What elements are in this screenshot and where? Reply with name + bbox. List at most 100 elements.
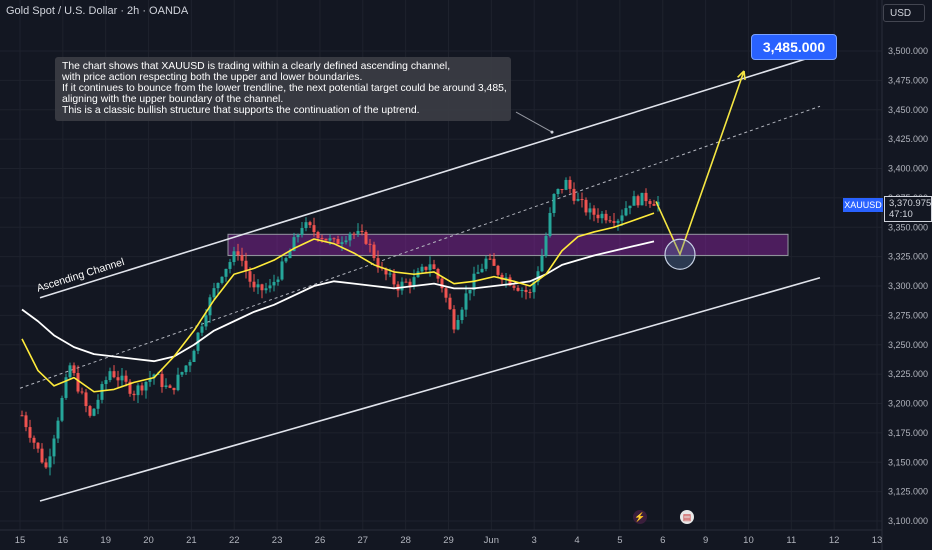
candle-body [280, 261, 284, 280]
candle-body [552, 194, 556, 213]
candle-body [116, 377, 120, 381]
candle-body [96, 399, 100, 409]
x-tick-label: 13 [872, 535, 883, 546]
time-axis: 15 16 19 20 21 22 23 26 27 28 29 Jun 3 4 5 6 9 10 11 12 13 [15, 535, 883, 546]
candle-body [488, 258, 492, 260]
candle-body [336, 238, 340, 245]
candle-body [120, 375, 124, 381]
forecast-arrow [655, 70, 746, 270]
candle-body [564, 179, 568, 190]
candle-body [536, 271, 540, 282]
candle-body [88, 406, 92, 416]
candle-body [448, 297, 452, 310]
candle-body [628, 205, 632, 209]
candle-body [548, 212, 552, 236]
pointer-dot [550, 130, 554, 134]
candle-body [328, 238, 332, 241]
candle-body [452, 309, 456, 330]
candle-body [60, 397, 64, 421]
current-price-tag: XAUUSD 3,370.975 47:10 [843, 196, 932, 222]
candle-body [48, 456, 52, 468]
y-tick-label: 3,250.000 [888, 340, 928, 350]
annotation-note[interactable]: The chart shows that XAUUSD is trading w… [55, 57, 511, 121]
candle-body [284, 258, 288, 262]
x-tick-label: 10 [743, 535, 754, 546]
candle-body [192, 350, 196, 363]
candle-body [620, 215, 624, 221]
y-tick-label: 3,450.000 [888, 105, 928, 115]
upper-channel-line [39, 53, 821, 299]
resistance-zone [227, 233, 789, 256]
y-tick-label: 3,100.000 [888, 516, 928, 526]
chart-title: Gold Spot / U.S. Dollar · 2h · OANDA [6, 5, 189, 17]
candle-body [588, 208, 592, 213]
candle-body [256, 284, 260, 288]
candle-body [368, 243, 372, 245]
candle-body [312, 225, 316, 233]
candle-body [524, 289, 528, 293]
candle-body [132, 393, 136, 396]
candle-body [400, 281, 404, 291]
candle-body [308, 222, 312, 226]
x-tick-label: 19 [100, 535, 111, 546]
lightning-icon[interactable]: ⚡ [633, 510, 647, 524]
price-value-box: 3,370.975 47:10 [884, 196, 932, 222]
forecast-arrowhead [737, 70, 746, 81]
lower-channel-line [39, 277, 821, 502]
annotation-line: with price action respecting both the up… [62, 72, 363, 83]
candle-body [644, 192, 648, 202]
x-tick-label: 6 [660, 535, 665, 546]
candle-body [624, 208, 628, 216]
candle-body [356, 230, 360, 234]
candle-body [52, 438, 56, 457]
zone-rect [227, 233, 789, 256]
candle-body [152, 374, 156, 379]
currency-button[interactable]: USD [883, 4, 925, 22]
candle-body [236, 251, 240, 256]
candle-body [420, 266, 424, 272]
candle-body [388, 273, 392, 275]
candle-body [172, 387, 176, 391]
candle-body [456, 320, 460, 330]
candle-body [204, 315, 208, 327]
candle-body [432, 264, 436, 269]
annotation-line: If it continues to bounce from the lower… [62, 83, 507, 94]
x-tick-label: 12 [829, 535, 840, 546]
us-flag-icon[interactable]: ▤ [680, 510, 694, 524]
candle-body [76, 373, 80, 392]
candle-body [144, 381, 148, 391]
candle-body [320, 238, 324, 240]
candle-body [352, 233, 356, 235]
candle-body [292, 237, 296, 252]
candle-body [200, 326, 204, 333]
candle-body [268, 285, 272, 289]
candle-body [264, 288, 268, 291]
candle-body [508, 277, 512, 286]
candle-body [216, 282, 220, 289]
candle-body [304, 222, 308, 229]
price-axis: 3,500.000 3,475.000 3,450.000 3,425.000 3,40… [888, 46, 928, 526]
x-tick-label: 29 [443, 535, 454, 546]
candle-body [316, 232, 320, 239]
x-tick-label: 9 [703, 535, 708, 546]
y-tick-label: 3,350.000 [888, 222, 928, 232]
y-tick-label: 3,325.000 [888, 252, 928, 262]
x-tick-label: 16 [58, 535, 69, 546]
chart-grid [0, 0, 883, 550]
x-tick-label: 28 [400, 535, 411, 546]
y-tick-label: 3,200.000 [888, 399, 928, 409]
candle-body [252, 281, 256, 288]
candle-body [512, 285, 516, 288]
candle-body [112, 371, 116, 378]
target-price-label[interactable]: 3,485.000 [751, 34, 837, 60]
candle-body [652, 203, 656, 206]
x-tick-label: 5 [617, 535, 622, 546]
x-tick-label: 11 [786, 535, 796, 546]
candle-body [124, 375, 128, 382]
candle-body [20, 415, 24, 417]
candle-body [516, 287, 520, 291]
forecast-path [655, 70, 745, 257]
candle-body [596, 214, 600, 219]
candle-body [136, 385, 140, 396]
